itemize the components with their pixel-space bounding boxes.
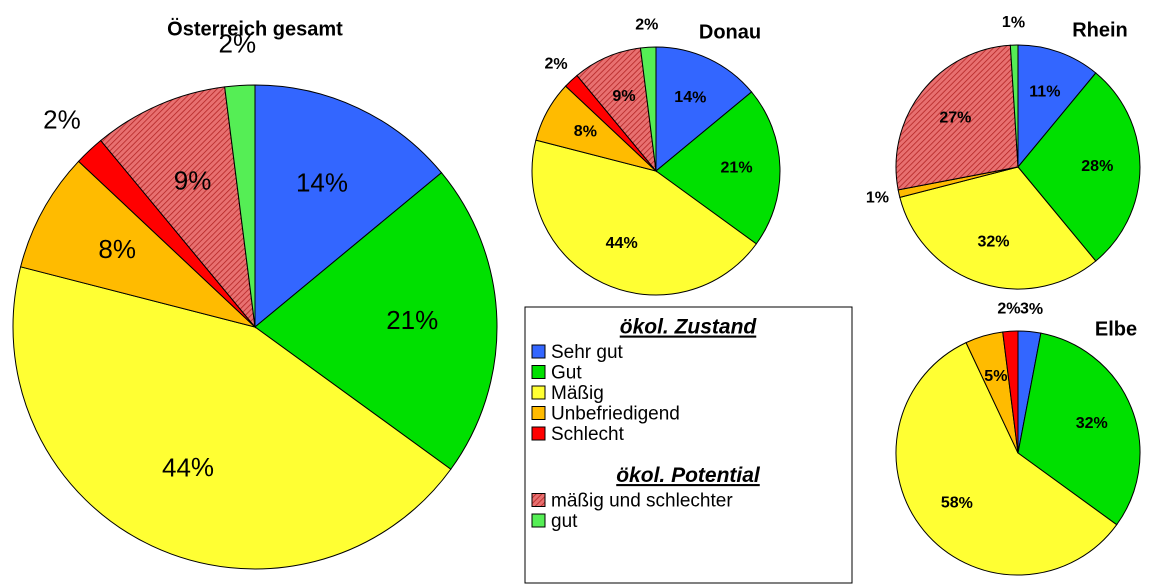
pie-slice [254, 172, 498, 470]
data-label: 27% [939, 110, 971, 127]
label-value: 11 [1029, 84, 1046, 101]
data-label: 8% [574, 123, 597, 140]
pie-slice [655, 46, 753, 173]
label-value: 2 [218, 28, 232, 58]
legend-label: Unbefriedigend [551, 404, 680, 425]
pie-slice [1017, 44, 1097, 169]
pie-slice [1017, 332, 1141, 526]
pie-slice [531, 139, 758, 296]
data-label: 1% [1002, 14, 1025, 31]
label-value: 44 [162, 452, 191, 482]
data-label: 44% [162, 452, 214, 482]
label-value: 44 [606, 235, 624, 252]
data-label: 32% [977, 234, 1009, 251]
label-value: 28 [1081, 158, 1099, 175]
data-label: 1% [866, 190, 889, 207]
label-value: 2 [997, 301, 1006, 318]
label-value: 21 [386, 305, 415, 335]
legend-label: Gut [551, 363, 582, 384]
legend-swatch [531, 406, 546, 420]
legend-label: Schlecht [551, 424, 625, 445]
data-label: 8% [98, 234, 136, 264]
legend-label: mäßig und schlechter [551, 491, 733, 512]
label-value: 2 [635, 17, 644, 34]
legend-label: Sehr gut [551, 342, 624, 363]
legend-swatch [531, 385, 546, 400]
pie-slice [12, 266, 452, 570]
data-label: 28% [1081, 158, 1113, 175]
label-value: 21 [721, 160, 739, 177]
label-value: 58 [941, 495, 959, 512]
legend-swatch [531, 426, 546, 441]
data-label: 21% [721, 160, 753, 177]
legend-swatch [531, 365, 546, 379]
legend-heading: ökol. Potential [616, 464, 761, 487]
label-value: 3 [1020, 301, 1029, 318]
data-label: 2% [997, 301, 1020, 318]
data-label: 11% [1029, 84, 1060, 101]
legend-heading: ökol. Zustand [620, 316, 758, 339]
label-value: 8 [574, 123, 583, 140]
pie-title: Donau [699, 21, 761, 43]
label-value: 14 [674, 89, 692, 106]
pie-slice [1009, 44, 1019, 168]
label-value: 5 [984, 368, 993, 385]
pie-slice [224, 84, 256, 328]
data-label: 2% [218, 28, 256, 58]
data-label: 32% [1076, 415, 1108, 432]
label-value: 14 [296, 168, 325, 198]
data-label: 3% [1020, 301, 1043, 318]
data-label: 2% [544, 56, 567, 73]
legend-swatch [531, 513, 546, 528]
pie-slice [895, 341, 1118, 576]
pie-slice [254, 84, 443, 329]
data-label: 14% [296, 168, 348, 198]
label-value: 9 [174, 166, 188, 196]
pie-slice [895, 44, 1019, 191]
data-label: 21% [386, 305, 438, 335]
data-label: 9% [612, 88, 635, 105]
legend-swatch [531, 493, 546, 507]
label-value: 2 [544, 56, 553, 73]
label-value: 27 [939, 110, 957, 127]
data-label: 9% [174, 166, 212, 196]
label-value: 8 [98, 234, 112, 264]
legend-swatch [531, 344, 546, 359]
pie-slice [1017, 72, 1141, 262]
pie-slice [639, 46, 657, 172]
data-label: 44% [606, 235, 638, 252]
label-value: 2 [43, 104, 57, 134]
pie-title: Elbe [1095, 318, 1137, 340]
data-label: 2% [635, 17, 658, 34]
pie-slice [100, 86, 256, 329]
label-value: 9 [612, 88, 621, 105]
legend-label: Mäßig [551, 383, 604, 404]
label-value: 1 [1002, 14, 1011, 31]
data-label: 58% [941, 495, 973, 512]
pie-slice [899, 166, 1097, 290]
data-label: 5% [984, 368, 1007, 385]
legend-label: gut [551, 511, 578, 532]
pie-slice [1002, 330, 1019, 454]
legend-box [524, 306, 853, 584]
pie-slice [19, 160, 256, 328]
label-value: 1 [866, 190, 875, 207]
pie-title: Rhein [1072, 19, 1128, 41]
data-label: 2% [43, 104, 81, 134]
data-label: 14% [674, 89, 706, 106]
label-value: 32 [1076, 415, 1094, 432]
pie-slice [655, 91, 781, 245]
pie-title: Österreich gesamt [167, 17, 343, 40]
label-value: 32 [977, 234, 995, 251]
